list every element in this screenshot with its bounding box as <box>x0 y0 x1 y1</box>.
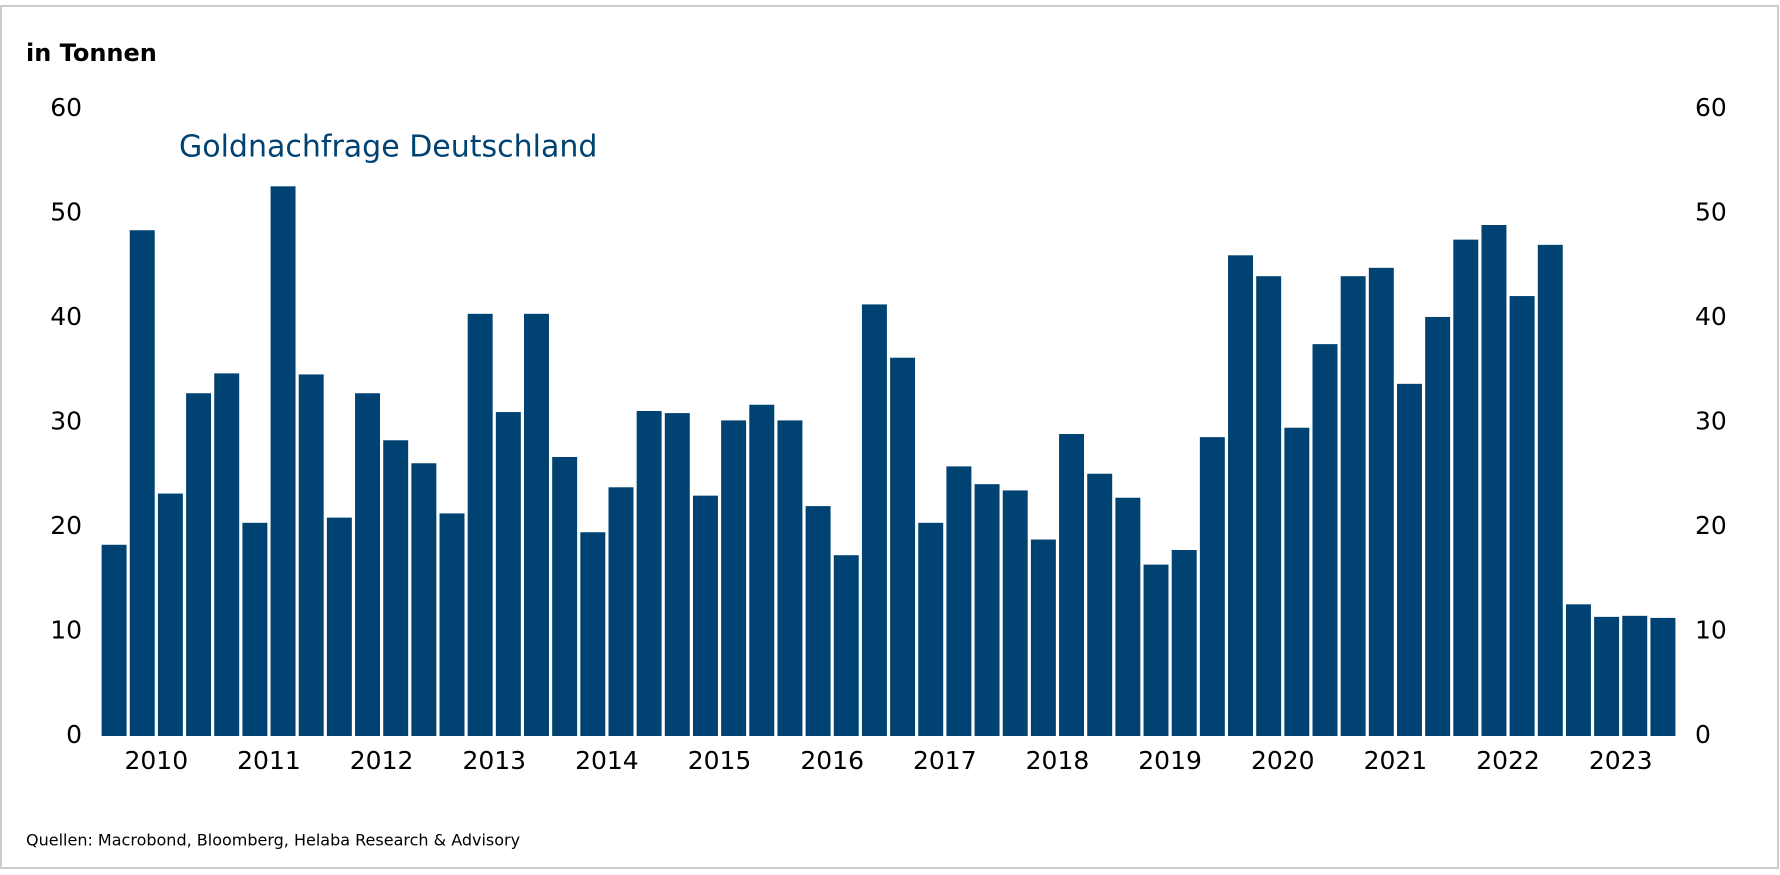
bar <box>1509 296 1535 736</box>
bar <box>157 493 183 736</box>
bar <box>270 186 296 736</box>
y-tick-label: 0 <box>66 720 82 749</box>
bar <box>467 313 493 736</box>
bar <box>749 404 775 736</box>
bar <box>411 463 437 736</box>
x-tick-label: 2019 <box>1138 746 1202 775</box>
bar <box>186 393 212 736</box>
x-tick-label: 2015 <box>688 746 752 775</box>
y2-tick-label: 60 <box>1695 93 1727 122</box>
bar <box>355 393 381 736</box>
bar <box>214 373 240 736</box>
y-tick-label: 20 <box>50 511 82 540</box>
bar <box>1312 344 1338 736</box>
x-tick-label: 2016 <box>800 746 864 775</box>
y-tick-label: 40 <box>50 302 82 331</box>
y2-tick-label: 0 <box>1695 720 1711 749</box>
x-tick-label: 2013 <box>462 746 526 775</box>
bar <box>101 544 127 736</box>
bar <box>890 357 916 736</box>
x-tick-label: 2011 <box>237 746 301 775</box>
y-tick-label: 10 <box>50 616 82 645</box>
bar <box>1622 615 1648 736</box>
bar <box>383 440 409 736</box>
bar <box>1115 497 1141 736</box>
x-tick-label: 2014 <box>575 746 639 775</box>
bar <box>1481 224 1507 736</box>
bar <box>580 532 606 736</box>
x-tick-label: 2020 <box>1251 746 1315 775</box>
bar <box>326 517 352 736</box>
bar <box>552 456 578 736</box>
bar <box>129 230 155 736</box>
bar <box>1087 473 1113 736</box>
bar <box>1228 255 1253 737</box>
bar <box>918 522 944 736</box>
bar <box>1171 549 1197 736</box>
bar <box>974 484 1000 736</box>
bar <box>1453 239 1479 736</box>
y-tick-label: 50 <box>50 198 82 227</box>
x-tick-label: 2022 <box>1476 746 1540 775</box>
chart-title: in Tonnen <box>26 39 157 67</box>
bar <box>298 374 324 736</box>
x-tick-label: 2010 <box>125 746 189 775</box>
y2-tick-label: 50 <box>1695 198 1727 227</box>
bar <box>439 513 465 736</box>
bar <box>1256 276 1282 736</box>
bar <box>608 487 634 736</box>
bar <box>664 413 690 736</box>
bar <box>524 313 549 736</box>
bar <box>1284 427 1310 736</box>
bar <box>495 412 521 736</box>
bar <box>242 522 268 736</box>
bar <box>1396 383 1422 736</box>
bar <box>1340 276 1366 736</box>
y-tick-label: 60 <box>50 93 82 122</box>
bar <box>805 506 831 736</box>
bar <box>721 420 747 736</box>
bar <box>946 466 972 736</box>
bar <box>833 555 859 736</box>
bar <box>1650 617 1676 736</box>
bar <box>1425 316 1451 736</box>
x-tick-label: 2023 <box>1589 746 1653 775</box>
series-label: Goldnachfrage Deutschland <box>179 130 597 165</box>
bar <box>1059 433 1085 736</box>
y2-tick-label: 40 <box>1695 302 1727 331</box>
bar <box>1537 244 1563 736</box>
y2-tick-label: 10 <box>1695 616 1727 645</box>
bar <box>1002 490 1028 736</box>
bar <box>1199 437 1225 736</box>
x-tick-label: 2012 <box>350 746 414 775</box>
bar <box>636 411 662 736</box>
bar <box>692 495 718 736</box>
bar <box>1143 564 1169 736</box>
y-tick-label: 30 <box>50 407 82 436</box>
x-tick-label: 2017 <box>913 746 977 775</box>
x-tick-label: 2018 <box>1026 746 1090 775</box>
bar <box>1594 616 1620 736</box>
bar <box>777 420 803 736</box>
bar <box>861 304 887 736</box>
y2-tick-label: 20 <box>1695 511 1727 540</box>
bar <box>1030 539 1056 736</box>
y2-tick-label: 30 <box>1695 407 1727 436</box>
bar <box>1565 604 1591 736</box>
x-tick-label: 2021 <box>1364 746 1428 775</box>
source: Quellen: Macrobond, Bloomberg, Helaba Re… <box>26 831 520 850</box>
bar <box>1368 267 1394 736</box>
